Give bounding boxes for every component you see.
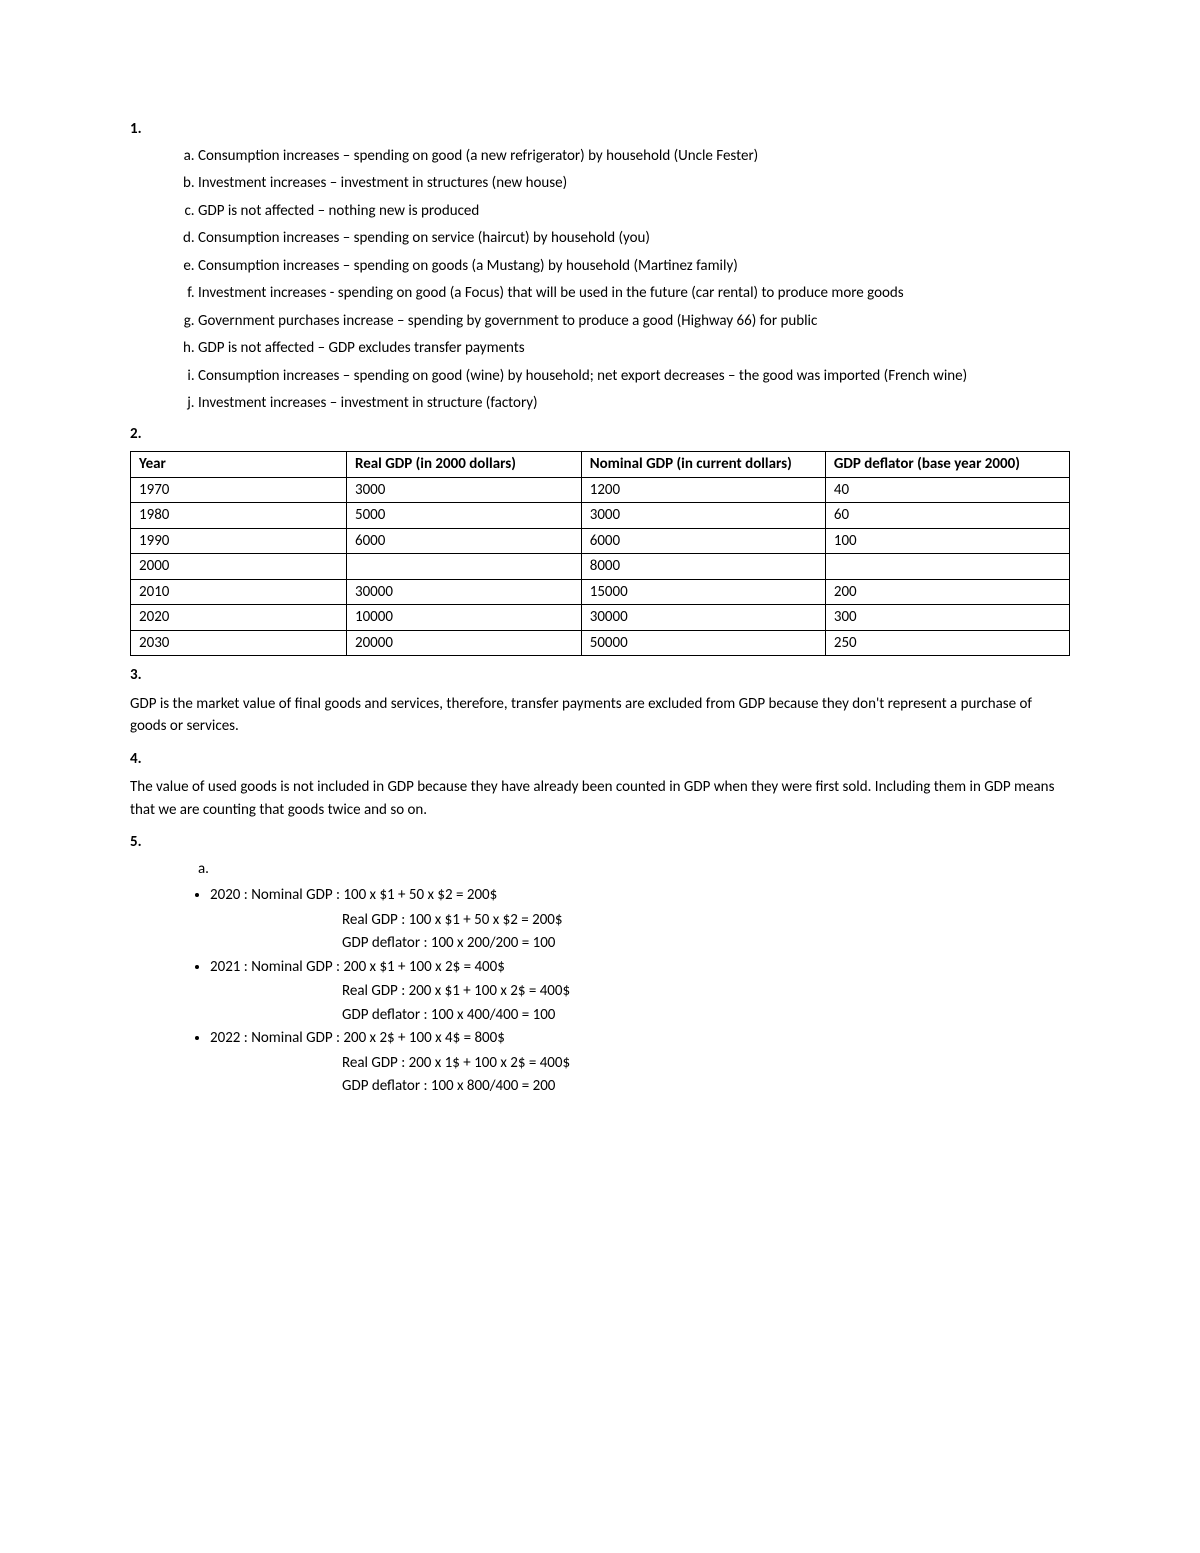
table-header-row: Year Real GDP (in 2000 dollars) Nominal … [131,452,1070,478]
q5-real-line: Real GDP : 200 x 1$ + 100 x 2$ = 400$ [342,1052,1070,1075]
table-cell: 2030 [131,630,347,656]
table-cell: 15000 [581,579,825,605]
q1-item: Consumption increases – spending on good… [198,365,1070,388]
table-cell: 1990 [131,528,347,554]
document-page: 1. Consumption increases – spending on g… [0,0,1200,1553]
table-row: 19703000120040 [131,477,1070,503]
col-nominal: Nominal GDP (in current dollars) [581,452,825,478]
q1-item: Consumption increases – spending on good… [198,145,1070,168]
table-cell: 30000 [581,605,825,631]
q5-number: 5. [130,831,1070,854]
q1-item: Consumption increases – spending on good… [198,255,1070,278]
table-row: 20201000030000300 [131,605,1070,631]
table-cell [825,554,1069,580]
q5-year-item: 2021 : Nominal GDP : 200 x $1 + 100 x 2$… [210,956,1070,979]
q2-number: 2. [130,423,1070,446]
col-year: Year [131,452,347,478]
table-cell: 40 [825,477,1069,503]
gdp-table: Year Real GDP (in 2000 dollars) Nominal … [130,451,1070,656]
q5-real-line: Real GDP : 200 x $1 + 100 x 2$ = 400$ [342,980,1070,1003]
q5-deflator-line: GDP deflator : 100 x 400/400 = 100 [342,1004,1070,1027]
table-row: 2000 8000 [131,554,1070,580]
table-cell: 60 [825,503,1069,529]
q1-item: Consumption increases – spending on serv… [198,227,1070,250]
table-cell: 3000 [581,503,825,529]
q1-list: Consumption increases – spending on good… [170,145,1070,415]
table-cell: 300 [825,605,1069,631]
table-cell: 2010 [131,579,347,605]
col-deflator: GDP deflator (base year 2000) [825,452,1069,478]
q5-year-item: 2020 : Nominal GDP : 100 x $1 + 50 x $2 … [210,884,1070,907]
q1-item: Investment increases – investment in str… [198,172,1070,195]
table-cell [346,554,581,580]
table-cell: 8000 [581,554,825,580]
table-cell: 200 [825,579,1069,605]
table-cell: 20000 [346,630,581,656]
q1-item: Investment increases - spending on good … [198,282,1070,305]
q5-year-item: 2022 : Nominal GDP : 200 x 2$ + 100 x 4$… [210,1027,1070,1050]
table-cell: 5000 [346,503,581,529]
q1-item: GDP is not affected – GDP excludes trans… [198,337,1070,360]
table-row: 20103000015000200 [131,579,1070,605]
q1-item: GDP is not affected – nothing new is pro… [198,200,1070,223]
q5-real-line: Real GDP : 100 x $1 + 50 x $2 = 200$ [342,909,1070,932]
table-cell: 10000 [346,605,581,631]
col-real: Real GDP (in 2000 dollars) [346,452,581,478]
table-cell: 100 [825,528,1069,554]
q4-number: 4. [130,748,1070,771]
table-cell: 6000 [346,528,581,554]
q3-number: 3. [130,664,1070,687]
table-cell: 1200 [581,477,825,503]
table-cell: 30000 [346,579,581,605]
table-row: 19805000300060 [131,503,1070,529]
q5-deflator-line: GDP deflator : 100 x 800/400 = 200 [342,1075,1070,1098]
table-cell: 1970 [131,477,347,503]
q1-item: Investment increases – investment in str… [198,392,1070,415]
q5-sub: a. [198,858,1070,881]
table-cell: 1980 [131,503,347,529]
q4-text: The value of used goods is not included … [130,776,1070,821]
q1-number: 1. [130,118,1070,141]
q1-item: Government purchases increase – spending… [198,310,1070,333]
table-cell: 6000 [581,528,825,554]
table-row: 199060006000100 [131,528,1070,554]
table-cell: 50000 [581,630,825,656]
table-cell: 2020 [131,605,347,631]
q3-text: GDP is the market value of final goods a… [130,693,1070,738]
q5-deflator-line: GDP deflator : 100 x 200/200 = 100 [342,932,1070,955]
table-cell: 3000 [346,477,581,503]
table-cell: 250 [825,630,1069,656]
q5-bullets: 2020 : Nominal GDP : 100 x $1 + 50 x $2 … [182,884,1070,1098]
table-cell: 2000 [131,554,347,580]
table-row: 20302000050000250 [131,630,1070,656]
